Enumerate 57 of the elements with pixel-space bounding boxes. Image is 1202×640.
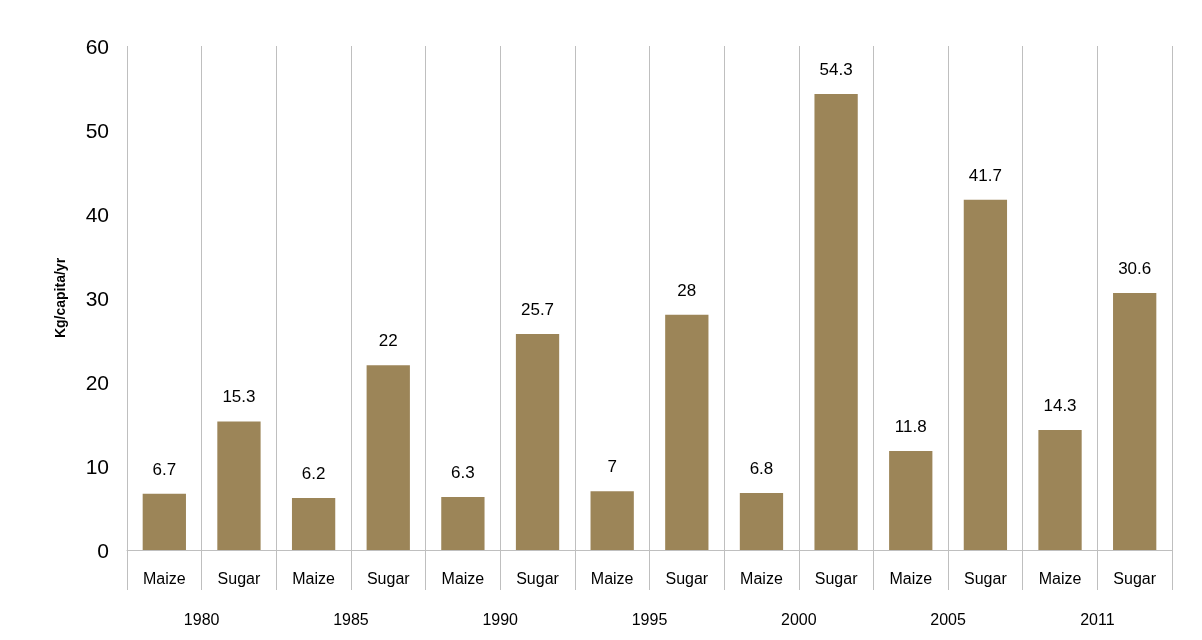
x-tick-label: Maize — [292, 569, 336, 587]
x-tick-label: Sugar — [217, 569, 261, 587]
x-tick-label: Maize — [590, 569, 634, 587]
x-tick-label: Sugar — [964, 569, 1008, 587]
x-tick-label: Sugar — [1113, 569, 1157, 587]
y-tick-label: 10 — [85, 454, 109, 478]
y-tick-label: 0 — [97, 538, 109, 562]
bar — [963, 199, 1008, 550]
text: 2005 — [930, 610, 966, 628]
data-label: 11.8 — [894, 416, 927, 436]
data-label: 7 — [607, 457, 617, 477]
bar — [142, 493, 186, 550]
y-axis-title: Kg/capita/yr — [52, 257, 68, 339]
bar — [1038, 429, 1082, 550]
y-tick-label: 30 — [85, 286, 109, 310]
x-tick-label: Maize — [142, 569, 186, 587]
bar — [291, 497, 336, 550]
x-tick-label: Maize — [441, 569, 485, 587]
text: 1985 — [333, 610, 369, 628]
bar — [515, 334, 560, 550]
text: 2000 — [780, 610, 817, 628]
bar — [889, 450, 933, 550]
data-label: 28 — [677, 280, 697, 300]
data-label: 30.6 — [1118, 258, 1152, 278]
bar — [590, 491, 634, 550]
y-tick-label: 50 — [85, 118, 109, 142]
data-label: 25.7 — [520, 300, 555, 320]
bar — [739, 492, 784, 550]
bar — [217, 421, 261, 550]
x-tick-label: Sugar — [516, 569, 560, 587]
data-label: 22 — [378, 331, 398, 351]
bar — [814, 93, 858, 550]
data-label: 6.3 — [451, 463, 475, 483]
data-label: 14.3 — [1043, 395, 1077, 415]
data-label: 6.2 — [301, 463, 326, 483]
y-tick-label: 40 — [85, 202, 109, 226]
text: 2011 — [1080, 610, 1115, 628]
x-tick-label: Sugar — [366, 569, 411, 587]
data-label: 15.3 — [222, 387, 256, 407]
y-tick-label: 60 — [85, 34, 109, 58]
bar — [1113, 292, 1157, 550]
text: 1980 — [183, 610, 220, 628]
text: 1990 — [482, 610, 519, 628]
x-tick-label: Maize — [889, 569, 933, 587]
bar — [441, 497, 485, 550]
x-tick-label: Sugar — [814, 569, 859, 587]
data-label: 41.7 — [968, 165, 1002, 185]
x-tick-label: Sugar — [665, 569, 709, 587]
x-tick-label: Maize — [1038, 569, 1082, 587]
bar — [665, 314, 709, 550]
data-label: 54.3 — [819, 59, 853, 79]
data-label: 6.7 — [152, 459, 177, 479]
bar — [366, 365, 410, 550]
y-tick-label: 20 — [85, 370, 109, 394]
text: 1995 — [631, 610, 668, 628]
data-label: 6.8 — [749, 458, 774, 478]
x-tick-label: Maize — [740, 569, 783, 587]
